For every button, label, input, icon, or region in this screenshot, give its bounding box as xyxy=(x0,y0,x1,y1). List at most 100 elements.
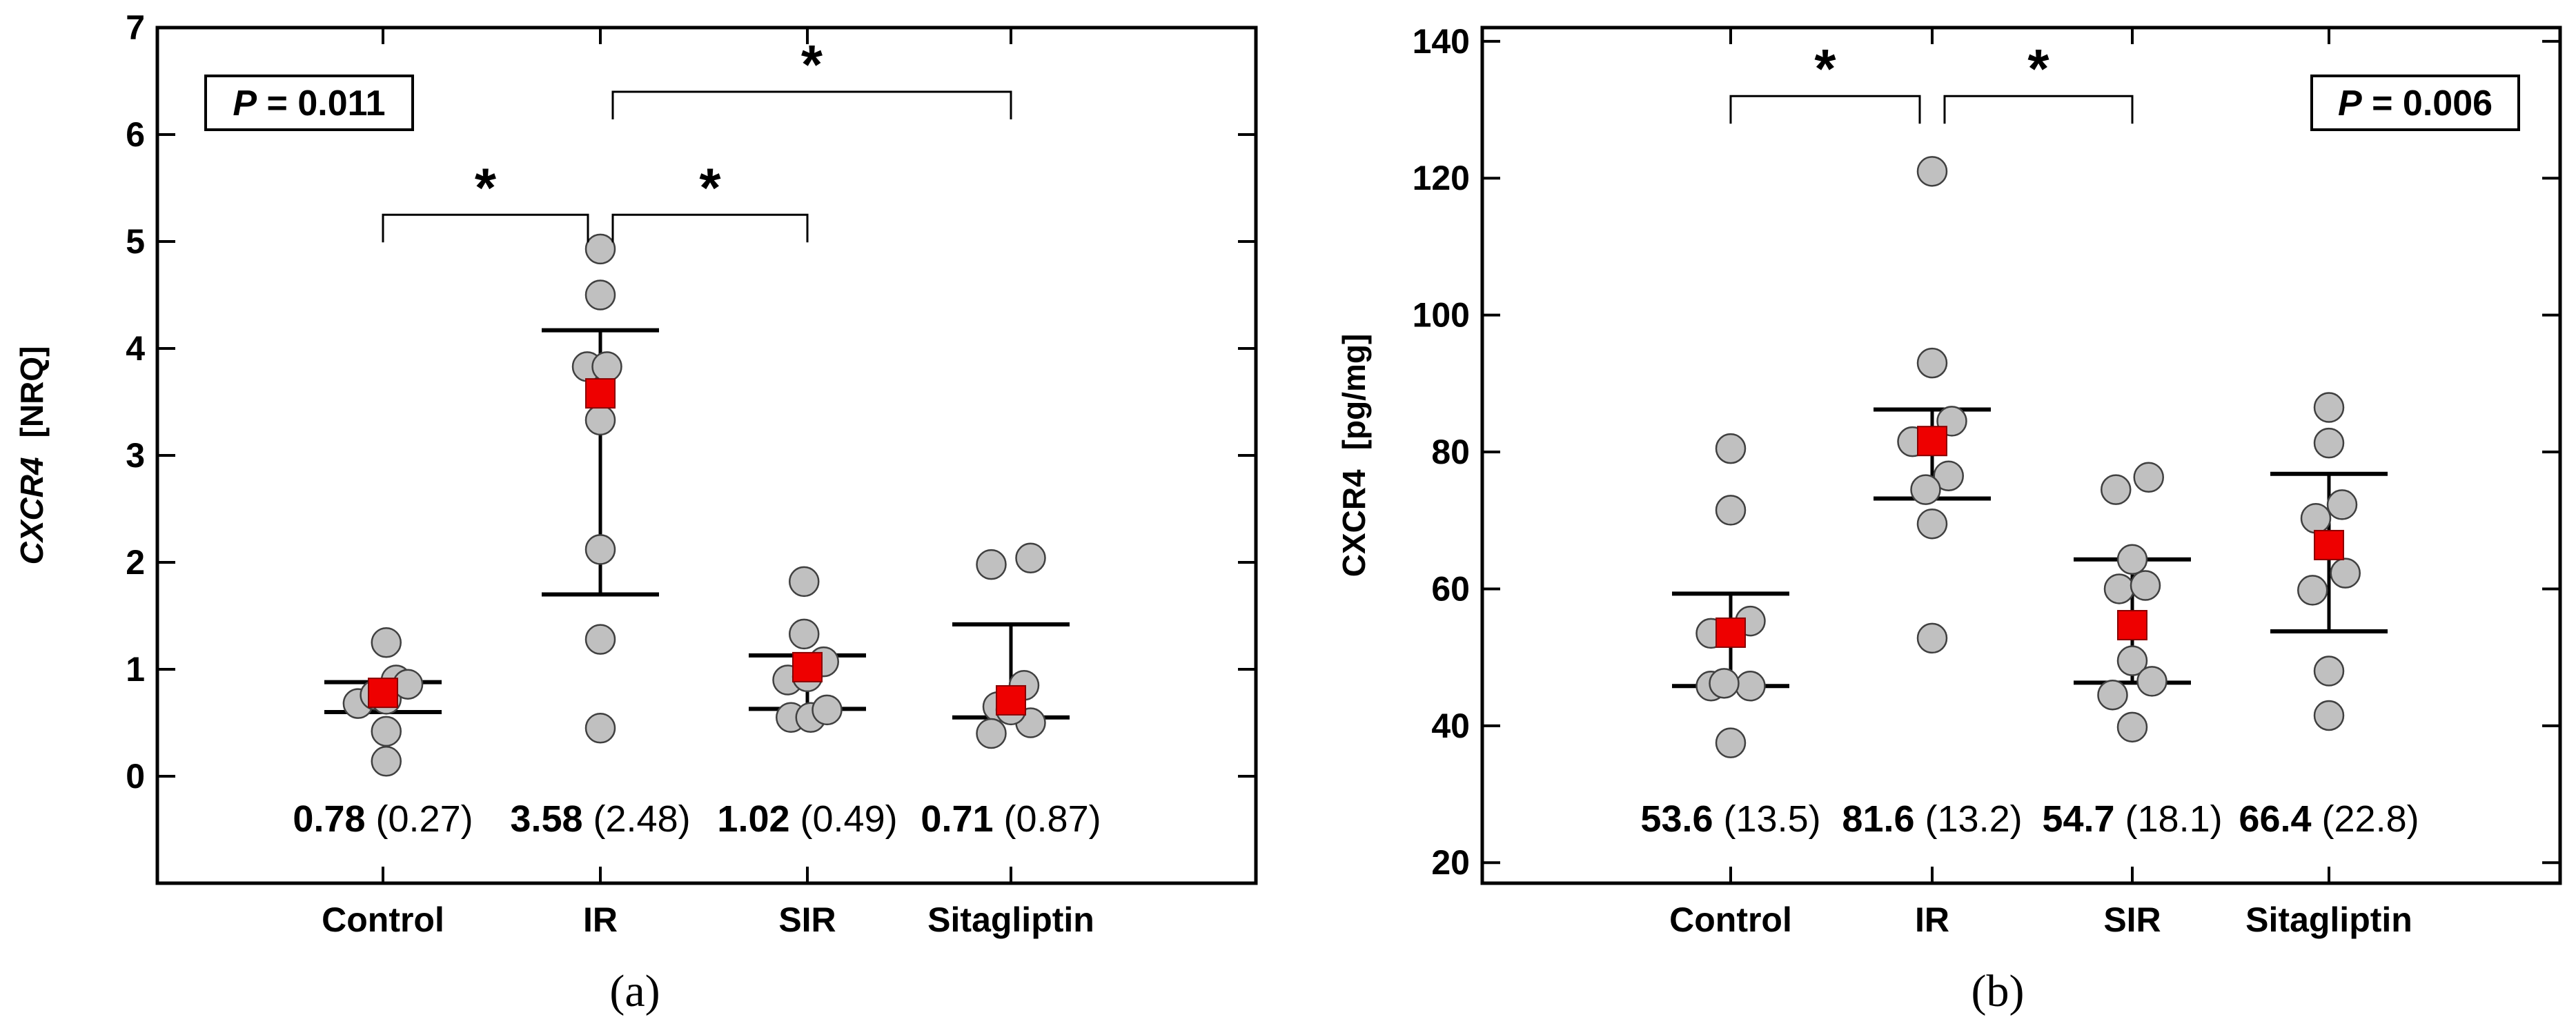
group-stat-mean: 81.6 xyxy=(1842,798,1914,840)
x-tick-label: Control xyxy=(322,900,444,939)
y-tick-label: 4 xyxy=(126,329,145,368)
y-tick-label: 0 xyxy=(126,757,145,796)
data-point xyxy=(789,618,820,650)
plot-frame xyxy=(1480,26,2562,885)
data-point xyxy=(2130,570,2161,601)
significance-bracket xyxy=(611,90,1012,119)
group-stat-mean: 53.6 xyxy=(1640,798,1713,840)
data-point xyxy=(584,279,616,310)
data-point xyxy=(1715,433,1747,464)
y-axis-label-unit: [NRQ] xyxy=(14,346,50,438)
data-point xyxy=(584,624,616,655)
y-tick-label: 3 xyxy=(126,436,145,475)
group-stat-sd: (0.27) xyxy=(366,798,473,840)
data-point xyxy=(2097,679,2128,711)
y-axis-label: CXCR4 [pg/mg] xyxy=(1336,334,1372,578)
y-axis-label-unit: [pg/mg] xyxy=(1336,334,1372,451)
mean-marker xyxy=(1917,426,1947,457)
data-point xyxy=(1916,622,1948,654)
significance-star: * xyxy=(475,157,497,218)
data-point xyxy=(2116,544,2148,575)
data-point xyxy=(1735,671,1766,702)
group-stat: 54.7 (18.1) xyxy=(2042,798,2222,840)
significance-bracket xyxy=(1943,95,2134,124)
data-point xyxy=(1709,668,1740,699)
data-point xyxy=(2313,700,2345,731)
group-stat-mean: 3.58 xyxy=(510,798,582,840)
p-value-box xyxy=(2310,75,2520,131)
data-point xyxy=(371,627,402,658)
mean-marker xyxy=(368,678,398,709)
significance-bracket xyxy=(382,213,589,243)
panel-a: 0 1 2 3 4 5 6 7 Control IR SIR Sitagliptin CXCR4 [NRQ… xyxy=(14,8,1258,1016)
plot-frame xyxy=(155,26,1258,885)
p-value-number: = 0.011 xyxy=(257,83,386,124)
data-point xyxy=(584,534,616,565)
group-stat: 0.71 (0.87) xyxy=(921,798,1101,840)
significance-bracket xyxy=(1729,95,1921,124)
y-axis-label: CXCR4 [NRQ] xyxy=(14,346,50,565)
data-point xyxy=(2313,392,2345,423)
data-point xyxy=(584,713,616,744)
data-point xyxy=(1916,156,1948,187)
significance-bracket xyxy=(611,213,809,243)
p-value-symbol: P xyxy=(233,83,257,124)
p-value-number: = 0.006 xyxy=(2362,83,2493,124)
data-point xyxy=(1933,460,1964,492)
data-point xyxy=(371,716,402,747)
group-stat-sd: (0.49) xyxy=(790,798,898,840)
group-stat: 1.02 (0.49) xyxy=(717,798,897,840)
significance-star: * xyxy=(2027,38,2049,99)
y-tick-label: 1 xyxy=(126,650,145,689)
group-stat: 0.78 (0.27) xyxy=(293,798,473,840)
data-point xyxy=(976,718,1007,749)
data-point xyxy=(371,746,402,777)
mean-marker xyxy=(1715,617,1746,648)
group-stat-mean: 1.02 xyxy=(717,798,789,840)
data-point xyxy=(1715,495,1747,526)
data-point xyxy=(1916,508,1948,540)
data-point xyxy=(976,549,1007,580)
x-tick-label: Control xyxy=(1669,900,1792,939)
mean-marker xyxy=(996,684,1026,716)
p-value-box xyxy=(204,75,414,131)
y-tick-label: 80 xyxy=(1431,433,1470,471)
panel-b: 20 40 60 80 100 120 140 Control IR SIR Sitagliptin… xyxy=(1336,22,2562,1016)
x-tick-label: IR xyxy=(1915,900,1949,939)
y-tick-label: 2 xyxy=(126,543,145,582)
group-stat-mean: 0.78 xyxy=(293,798,365,840)
data-point xyxy=(2330,558,2361,589)
y-tick-label: 40 xyxy=(1431,707,1470,745)
mean-marker xyxy=(2314,529,2344,560)
data-point xyxy=(1916,347,1948,379)
group-stat-sd: (22.8) xyxy=(2312,798,2419,840)
data-point xyxy=(584,404,616,436)
group-stat-sd: (13.5) xyxy=(1713,798,1821,840)
y-axis-label-name: CXCR4 xyxy=(14,457,50,564)
group-stat-mean: 54.7 xyxy=(2042,798,2114,840)
y-tick-label: 7 xyxy=(126,8,145,47)
data-point xyxy=(1015,542,1046,574)
group-stat: 53.6 (13.5) xyxy=(1640,798,1820,840)
data-point xyxy=(2313,656,2345,687)
p-value-text: P = 0.011 xyxy=(233,83,385,124)
y-axis-label-name: CXCR4 xyxy=(1336,469,1372,577)
x-tick-label: IR xyxy=(583,900,618,939)
data-point xyxy=(812,694,843,726)
data-point xyxy=(584,233,616,265)
x-tick-label: SIR xyxy=(778,900,836,939)
panel-label: (a) xyxy=(609,966,660,1016)
group-stat-mean: 0.71 xyxy=(921,798,993,840)
y-tick-label: 140 xyxy=(1413,22,1470,61)
y-tick-label: 60 xyxy=(1431,569,1470,608)
group-stat-sd: (13.2) xyxy=(1915,798,2023,840)
group-stat-sd: (0.87) xyxy=(994,798,1101,840)
data-point xyxy=(2116,711,2148,743)
y-tick-label: 100 xyxy=(1413,296,1470,335)
data-point xyxy=(1910,474,1941,505)
panel-label: (b) xyxy=(1972,966,2025,1016)
p-value-symbol: P xyxy=(2338,83,2362,124)
data-point xyxy=(2313,427,2345,459)
group-stat-sd: (2.48) xyxy=(583,798,691,840)
